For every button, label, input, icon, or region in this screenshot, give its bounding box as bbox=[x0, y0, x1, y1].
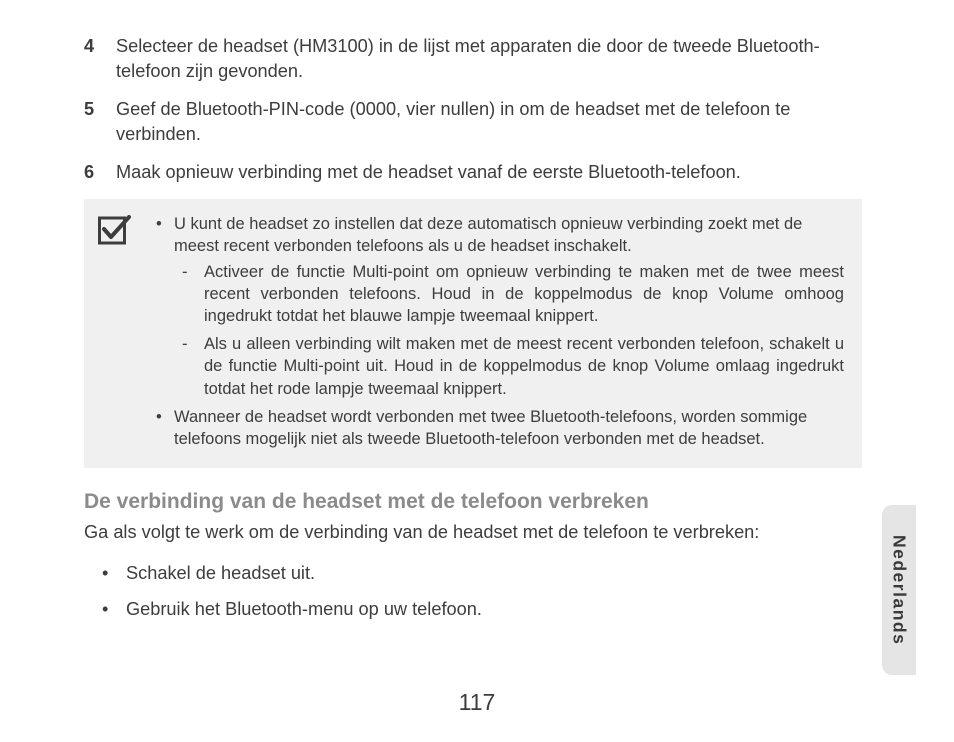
section-intro: Ga als volgt te werk om de verbinding va… bbox=[84, 520, 862, 545]
step-number: 5 bbox=[84, 97, 116, 146]
note-sub-item: - Activeer de functie Multi-point om opn… bbox=[182, 261, 844, 327]
dash-icon: - bbox=[182, 333, 204, 399]
page-number: 117 bbox=[0, 689, 954, 716]
step-item: 5 Geef de Bluetooth-PIN-code (0000, vier… bbox=[84, 97, 862, 146]
note-sub-text: Activeer de functie Multi-point om opnie… bbox=[204, 261, 844, 327]
note-box: • U kunt de headset zo instellen dat dez… bbox=[84, 199, 862, 468]
bullet-icon: • bbox=[156, 213, 174, 257]
language-tab: Nederlands bbox=[882, 505, 916, 675]
step-text: Maak opnieuw verbinding met de headset v… bbox=[116, 160, 862, 185]
list-text: Schakel de headset uit. bbox=[126, 561, 315, 586]
page-content: 4 Selecteer de headset (HM3100) in de li… bbox=[84, 34, 862, 622]
bullet-list: • Schakel de headset uit. • Gebruik het … bbox=[84, 561, 862, 622]
checkbox-icon bbox=[98, 215, 132, 245]
note-text: U kunt de headset zo instellen dat deze … bbox=[174, 213, 844, 257]
list-item: • Gebruik het Bluetooth-menu op uw telef… bbox=[84, 597, 862, 622]
note-sub-item: - Als u alleen verbinding wilt maken met… bbox=[182, 333, 844, 399]
bullet-icon: • bbox=[156, 406, 174, 450]
step-number: 6 bbox=[84, 160, 116, 185]
note-sub-text: Als u alleen verbinding wilt maken met d… bbox=[204, 333, 844, 399]
note-item: • Wanneer de headset wordt verbonden met… bbox=[156, 406, 844, 450]
note-item: • U kunt de headset zo instellen dat dez… bbox=[156, 213, 844, 257]
language-label: Nederlands bbox=[889, 535, 910, 645]
note-content: • U kunt de headset zo instellen dat dez… bbox=[156, 213, 844, 454]
note-text: Wanneer de headset wordt verbonden met t… bbox=[174, 406, 844, 450]
bullet-icon: • bbox=[102, 597, 126, 622]
step-number: 4 bbox=[84, 34, 116, 83]
step-item: 6 Maak opnieuw verbinding met de headset… bbox=[84, 160, 862, 185]
list-item: • Schakel de headset uit. bbox=[84, 561, 862, 586]
step-item: 4 Selecteer de headset (HM3100) in de li… bbox=[84, 34, 862, 83]
list-text: Gebruik het Bluetooth-menu op uw telefoo… bbox=[126, 597, 482, 622]
step-text: Geef de Bluetooth-PIN-code (0000, vier n… bbox=[116, 97, 862, 146]
step-text: Selecteer de headset (HM3100) in de lijs… bbox=[116, 34, 862, 83]
bullet-icon: • bbox=[102, 561, 126, 586]
numbered-steps: 4 Selecteer de headset (HM3100) in de li… bbox=[84, 34, 862, 185]
dash-icon: - bbox=[182, 261, 204, 327]
section-heading: De verbinding van de headset met de tele… bbox=[84, 490, 862, 514]
